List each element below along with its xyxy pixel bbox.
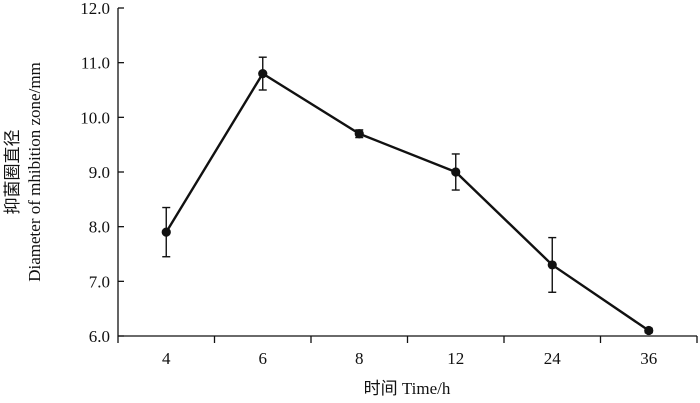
series [161,56,654,336]
data-point [258,69,268,79]
data-point [354,129,364,139]
x-tick-label: 24 [544,349,562,368]
y-tick-label: 8.0 [89,218,110,237]
data-point [644,325,654,336]
y-tick-label: 9.0 [89,163,110,182]
x-tick-label: 6 [259,349,268,368]
y-tick-label: 10.0 [80,108,110,127]
x-tick-label: 12 [447,349,464,368]
axes [117,8,697,337]
y-ticks: 6.0 7.0 8.0 9.0 10.0 11.0 12.0 [80,0,124,346]
data-point [161,227,171,237]
series-line [165,72,650,332]
x-axis-label: 时间 Time/h [364,379,451,398]
x-tick-label: 4 [162,349,171,368]
y-tick-label: 11.0 [81,54,110,73]
y-tick-label: 12.0 [80,0,110,18]
x-tick-label: 36 [640,349,657,368]
x-tick-label: 8 [355,349,364,368]
y-axis-label-cn: 抑菌圈直径 [3,130,22,215]
y-tick-label: 6.0 [89,327,110,346]
x-ticks: 4 6 8 12 24 36 [117,336,698,368]
y-tick-label: 7.0 [89,272,110,291]
data-point [547,260,557,270]
data-point [451,167,461,177]
y-axis-label-en: Diameter of mhibition zone/mm [25,62,44,282]
